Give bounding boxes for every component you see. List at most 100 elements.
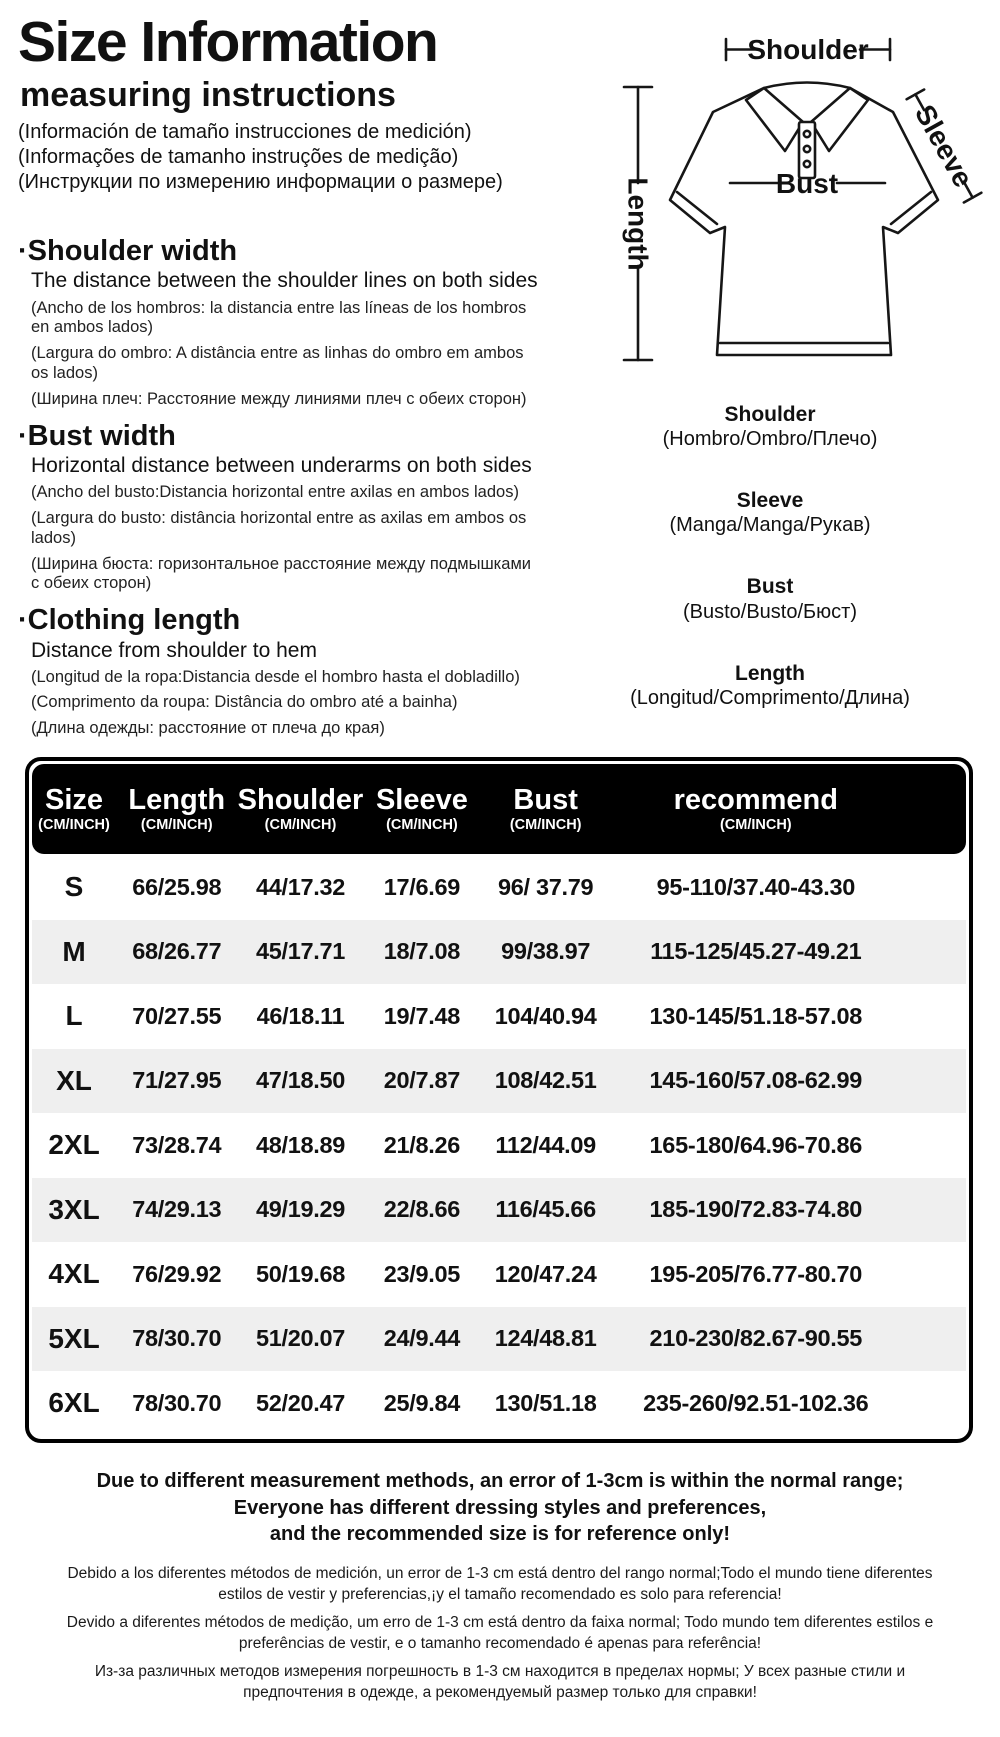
legend-term: Bust	[746, 575, 794, 599]
cell-size: 3XL	[48, 1193, 100, 1225]
cell-recommend: 165-180/64.96-70.86	[649, 1131, 863, 1158]
cell-shoulder: 47/18.50	[255, 1067, 346, 1094]
cell-sleeve: 21/8.26	[383, 1131, 461, 1158]
cell-sleeve: 18/7.08	[383, 938, 461, 965]
cell-length: 70/27.55	[132, 1002, 222, 1029]
legend-translation: (Hombro/Ombro/Плечо)	[662, 428, 878, 451]
cell-size: L	[65, 1000, 83, 1032]
section-bust-width: ·Bust width Horizontal distance between …	[18, 420, 553, 595]
section-translation-ru: (Длина одежды: расстояние от плеча до кр…	[31, 719, 385, 738]
table-row-3xl: 3XL 74/29.13 49/19.29 22/8.66 116/45.66 …	[32, 1177, 966, 1242]
cell-length: 78/30.70	[132, 1325, 222, 1352]
table-row-5xl: 5XL 78/30.70 51/20.07 24/9.44 124/48.81 …	[32, 1306, 966, 1371]
column-label: Sleeve	[375, 783, 468, 816]
cell-sleeve: 24/9.44	[383, 1325, 461, 1352]
cell-length: 68/26.77	[132, 938, 222, 965]
cell-sleeve: 25/9.84	[383, 1389, 461, 1416]
column-unit: (CM/INCH)	[719, 816, 792, 833]
table-row-6xl: 6XL 78/30.70 52/20.47 25/9.84 130/51.18 …	[32, 1371, 966, 1436]
cell-size: 5XL	[48, 1322, 100, 1354]
column-label: Length	[128, 783, 226, 816]
table-row-l: L 70/27.55 46/18.11 19/7.48 104/40.94 13…	[32, 984, 966, 1049]
title-translation-pt: (Informações de tamanho instruções de me…	[18, 146, 459, 168]
cell-bust: 124/48.81	[494, 1325, 597, 1352]
cell-size: M	[62, 935, 86, 967]
cell-recommend: 115-125/45.27-49.21	[650, 938, 862, 965]
section-translation-es: (Longitud de la ropa:Distancia desde el …	[31, 667, 520, 686]
legend-translation: (Busto/Busto/Бюст)	[682, 600, 857, 623]
cell-sleeve: 22/8.66	[383, 1196, 461, 1223]
column-unit: (CM/INCH)	[386, 816, 458, 833]
section-heading: ·Clothing length	[18, 604, 241, 637]
cell-recommend: 235-260/92.51-102.36	[643, 1389, 869, 1416]
cell-bust: 96/ 37.79	[498, 873, 594, 900]
cell-length: 76/29.92	[132, 1260, 222, 1287]
cell-bust: 99/38.97	[501, 938, 591, 965]
section-clothing-length: ·Clothing length Distance from shoulder …	[18, 604, 553, 739]
title-translation-ru: (Инструкции по измерению информации о ра…	[18, 171, 503, 193]
section-translation-es: (Ancho de los hombros: la distancia entr…	[31, 298, 527, 337]
section-translation-ru: (Ширина плеч: Расстояние между линиями п…	[31, 389, 527, 408]
measurement-notice-pt: Devido a diferentes métodos de medição, …	[66, 1614, 934, 1653]
button	[802, 159, 812, 169]
collar-left-flap	[744, 86, 805, 153]
cell-bust: 112/44.09	[495, 1131, 596, 1158]
cell-sleeve: 20/7.87	[383, 1067, 461, 1094]
notice-line: and the recommended size is for referenc…	[269, 1523, 731, 1546]
right-cuff-line	[889, 190, 933, 226]
measurement-notice-en: Due to different measurement methods, an…	[0, 1468, 1000, 1548]
legend-term: Length	[735, 661, 805, 685]
measurement-legend: Shoulder (Hombro/Ombro/Плечо) Sleeve (Ma…	[540, 402, 1000, 747]
column-unit: (CM/INCH)	[140, 816, 213, 833]
section-translation-ru: (Ширина бюста: горизонтальное расстояние…	[31, 554, 532, 593]
section-heading: ·Shoulder width	[18, 235, 238, 267]
table-row-m: M 68/26.77 45/17.71 18/7.08 99/38.97 115…	[32, 919, 966, 984]
notice-line: Due to different measurement methods, an…	[96, 1470, 904, 1492]
size-table-body: S 66/25.98 44/17.32 17/6.69 96/ 37.79 95…	[32, 855, 966, 1436]
notice-line: Everyone has different dressing styles a…	[233, 1496, 767, 1519]
section-translation-pt: (Comprimento da roupa: Distância do ombr…	[31, 693, 458, 712]
title-translation-es: (Información de tamaño instrucciones de …	[18, 121, 472, 143]
cell-shoulder: 44/17.32	[255, 873, 346, 900]
bust-diagram-label: Bust	[776, 168, 838, 199]
cell-sleeve: 23/9.05	[383, 1260, 461, 1287]
cell-length: 73/28.74	[132, 1131, 222, 1158]
column-label: Bust	[513, 783, 578, 816]
title-translations: (Información de tamaño instrucciones de …	[18, 120, 553, 195]
cell-length: 78/30.70	[132, 1389, 222, 1416]
section-translation-pt: (Largura do busto: distância horizontal …	[31, 508, 527, 547]
page-title: Size Information	[18, 10, 439, 74]
header-cell-bust: Bust (CM/INCH)	[480, 783, 611, 833]
cell-size: XL	[56, 1064, 92, 1096]
table-row-4xl: 4XL 76/29.92 50/19.68 23/9.05 120/47.24 …	[32, 1242, 966, 1307]
table-row-xl: XL 71/27.95 47/18.50 20/7.87 108/42.51 1…	[32, 1048, 966, 1113]
cell-bust: 130/51.18	[494, 1389, 597, 1416]
header-cell-sleeve: Sleeve (CM/INCH)	[364, 783, 481, 833]
cell-shoulder: 52/20.47	[255, 1389, 346, 1416]
legend-length: Length (Longitud/Comprimento/Длина)	[540, 661, 1000, 711]
cell-shoulder: 48/18.89	[255, 1131, 346, 1158]
cell-length: 74/29.13	[132, 1196, 222, 1223]
polo-shirt-icon: Shoulder Bust Length Sleeve	[623, 34, 983, 362]
cell-sleeve: 19/7.48	[383, 1002, 461, 1029]
cell-shoulder: 46/18.11	[256, 1002, 345, 1029]
cell-size: S	[64, 871, 84, 903]
header-cell-length: Length (CM/INCH)	[116, 783, 237, 833]
section-translations: (Longitud de la ropa:Distancia desde el …	[31, 668, 553, 739]
size-table-header: Size (CM/INCH) Length (CM/INCH) Shoulder…	[32, 764, 966, 854]
section-translations: (Ancho del busto:Distancia horizontal en…	[31, 483, 553, 594]
measuring-instructions-column: Size Information measuring instructions …	[18, 14, 553, 749]
legend-term: Sleeve	[736, 489, 804, 513]
cell-length: 66/25.98	[132, 873, 222, 900]
measurement-sections: ·Shoulder width The distance between the…	[18, 235, 553, 739]
length-diagram-label: Length	[623, 177, 654, 270]
button	[802, 129, 812, 139]
section-description: Horizontal distance between underarms on…	[31, 454, 532, 478]
cell-recommend: 185-190/72.83-74.80	[649, 1196, 863, 1223]
cell-size: 2XL	[48, 1129, 100, 1161]
cell-length: 71/27.95	[132, 1067, 222, 1094]
header-cell-size: Size (CM/INCH)	[32, 785, 116, 833]
cell-size: 6XL	[48, 1387, 100, 1419]
section-translation-es: (Ancho del busto:Distancia horizontal en…	[31, 483, 519, 502]
